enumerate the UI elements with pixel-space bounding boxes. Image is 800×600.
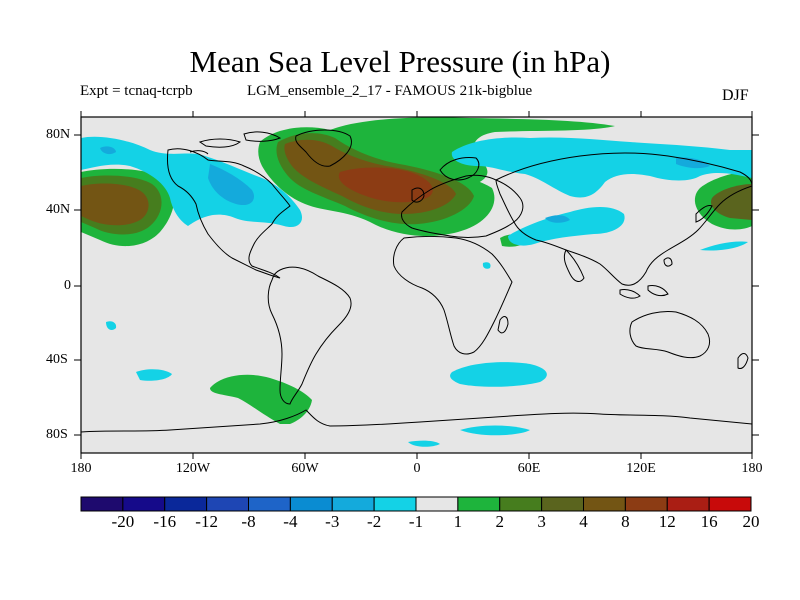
coastline-arctic-islands [189,131,282,155]
colorbar-label: -12 [195,512,218,531]
contour-region [81,183,149,226]
lon-label-180e: 180 [741,461,763,476]
contour-region [451,137,752,198]
colorbar-label: 4 [579,512,588,531]
lon-label-120e: 120E [626,461,656,476]
contour-region [545,215,570,223]
colorbar-label: -2 [367,512,382,531]
contour-region [676,157,710,169]
coastline-antarctica [81,409,752,433]
colorbar-swatch [583,496,626,512]
colorbar-label: -16 [153,512,177,531]
lon-label-180w: 180 [70,461,92,476]
colorbar-swatch [373,496,417,512]
lat-label-equator: 0 [64,278,71,293]
colorbar-label: -4 [283,512,298,531]
colorbar-label: -3 [325,512,340,531]
lat-label-40n: 40N [46,202,71,217]
contour-region [700,241,748,251]
colorbar-swatch [206,496,249,512]
coastline-india [563,249,585,282]
lat-label-40s: 40S [46,352,68,367]
colorbar-label: 8 [621,512,630,531]
experiment-label: Expt = tcnaq-tcrpb [80,83,193,99]
colorbar-swatch [289,496,333,512]
colorbar [80,496,752,512]
colorbar-swatch [499,496,543,512]
colorbar-swatch [331,496,375,512]
colorbar-label: 1 [453,512,463,531]
contour-region [408,440,440,447]
colorbar-swatch [164,496,208,512]
lat-label-80n: 80N [46,127,71,142]
contour-region [450,362,547,387]
colorbar-label: 3 [537,512,546,531]
lon-label-60e: 60E [517,461,541,476]
ensemble-label: LGM_ensemble_2_17 - FAMOUS 21k-bigblue [247,83,533,99]
lon-label-60w: 60W [291,461,319,476]
colorbar-label: 2 [495,512,505,531]
contour-region [100,146,116,155]
colorbar-swatch [122,496,166,512]
season-label: DJF [722,87,749,104]
colorbar-label: 20 [742,512,760,531]
contour-region [208,164,255,206]
colorbar-label: -1 [408,512,424,531]
coastline-british-isles [411,187,425,203]
lon-label-0: 0 [413,461,421,476]
coastline-japan [695,205,713,223]
colorbar-swatch [708,496,752,512]
coastline-new-zealand [737,353,749,369]
contour-region [710,184,752,220]
contour-region [508,207,625,246]
colorbar-label: -8 [241,512,256,531]
contour-fill [81,117,752,447]
coastline-north-america [167,148,291,279]
coastline-southeast-asia-islands [619,257,673,299]
colorbar-swatch [80,496,124,512]
contour-region [210,374,312,424]
coastline-madagascar [497,316,509,334]
coastline-greenland [295,129,352,167]
axis-ticks [74,111,759,459]
colorbar-label: 16 [700,512,718,531]
colorbar-label: -20 [111,512,135,531]
colorbar-label: 12 [658,512,676,531]
colorbar-swatch [541,496,584,512]
colorbar-swatch [415,496,459,512]
coastline-australia [629,311,711,359]
coastline-scandinavia [439,157,480,181]
colorbar-swatch [248,496,291,512]
colorbar-swatch [666,496,710,512]
lat-label-80s: 80S [46,427,68,442]
coastlines [81,129,752,433]
map-title: Mean Sea Level Pressure (in hPa) [189,44,611,79]
contour-region [106,321,117,330]
contour-region [136,369,172,381]
colorbar-swatch [624,496,668,512]
contour-region [338,167,433,203]
colorbar-swatch [457,496,501,512]
coastline-south-america [267,266,352,405]
coastline-africa [393,236,513,355]
contour-region [460,425,530,436]
coastline-europe [401,174,524,238]
coastline-asia [495,152,752,286]
contour-region [482,262,491,269]
lon-label-120w: 120W [175,461,211,476]
